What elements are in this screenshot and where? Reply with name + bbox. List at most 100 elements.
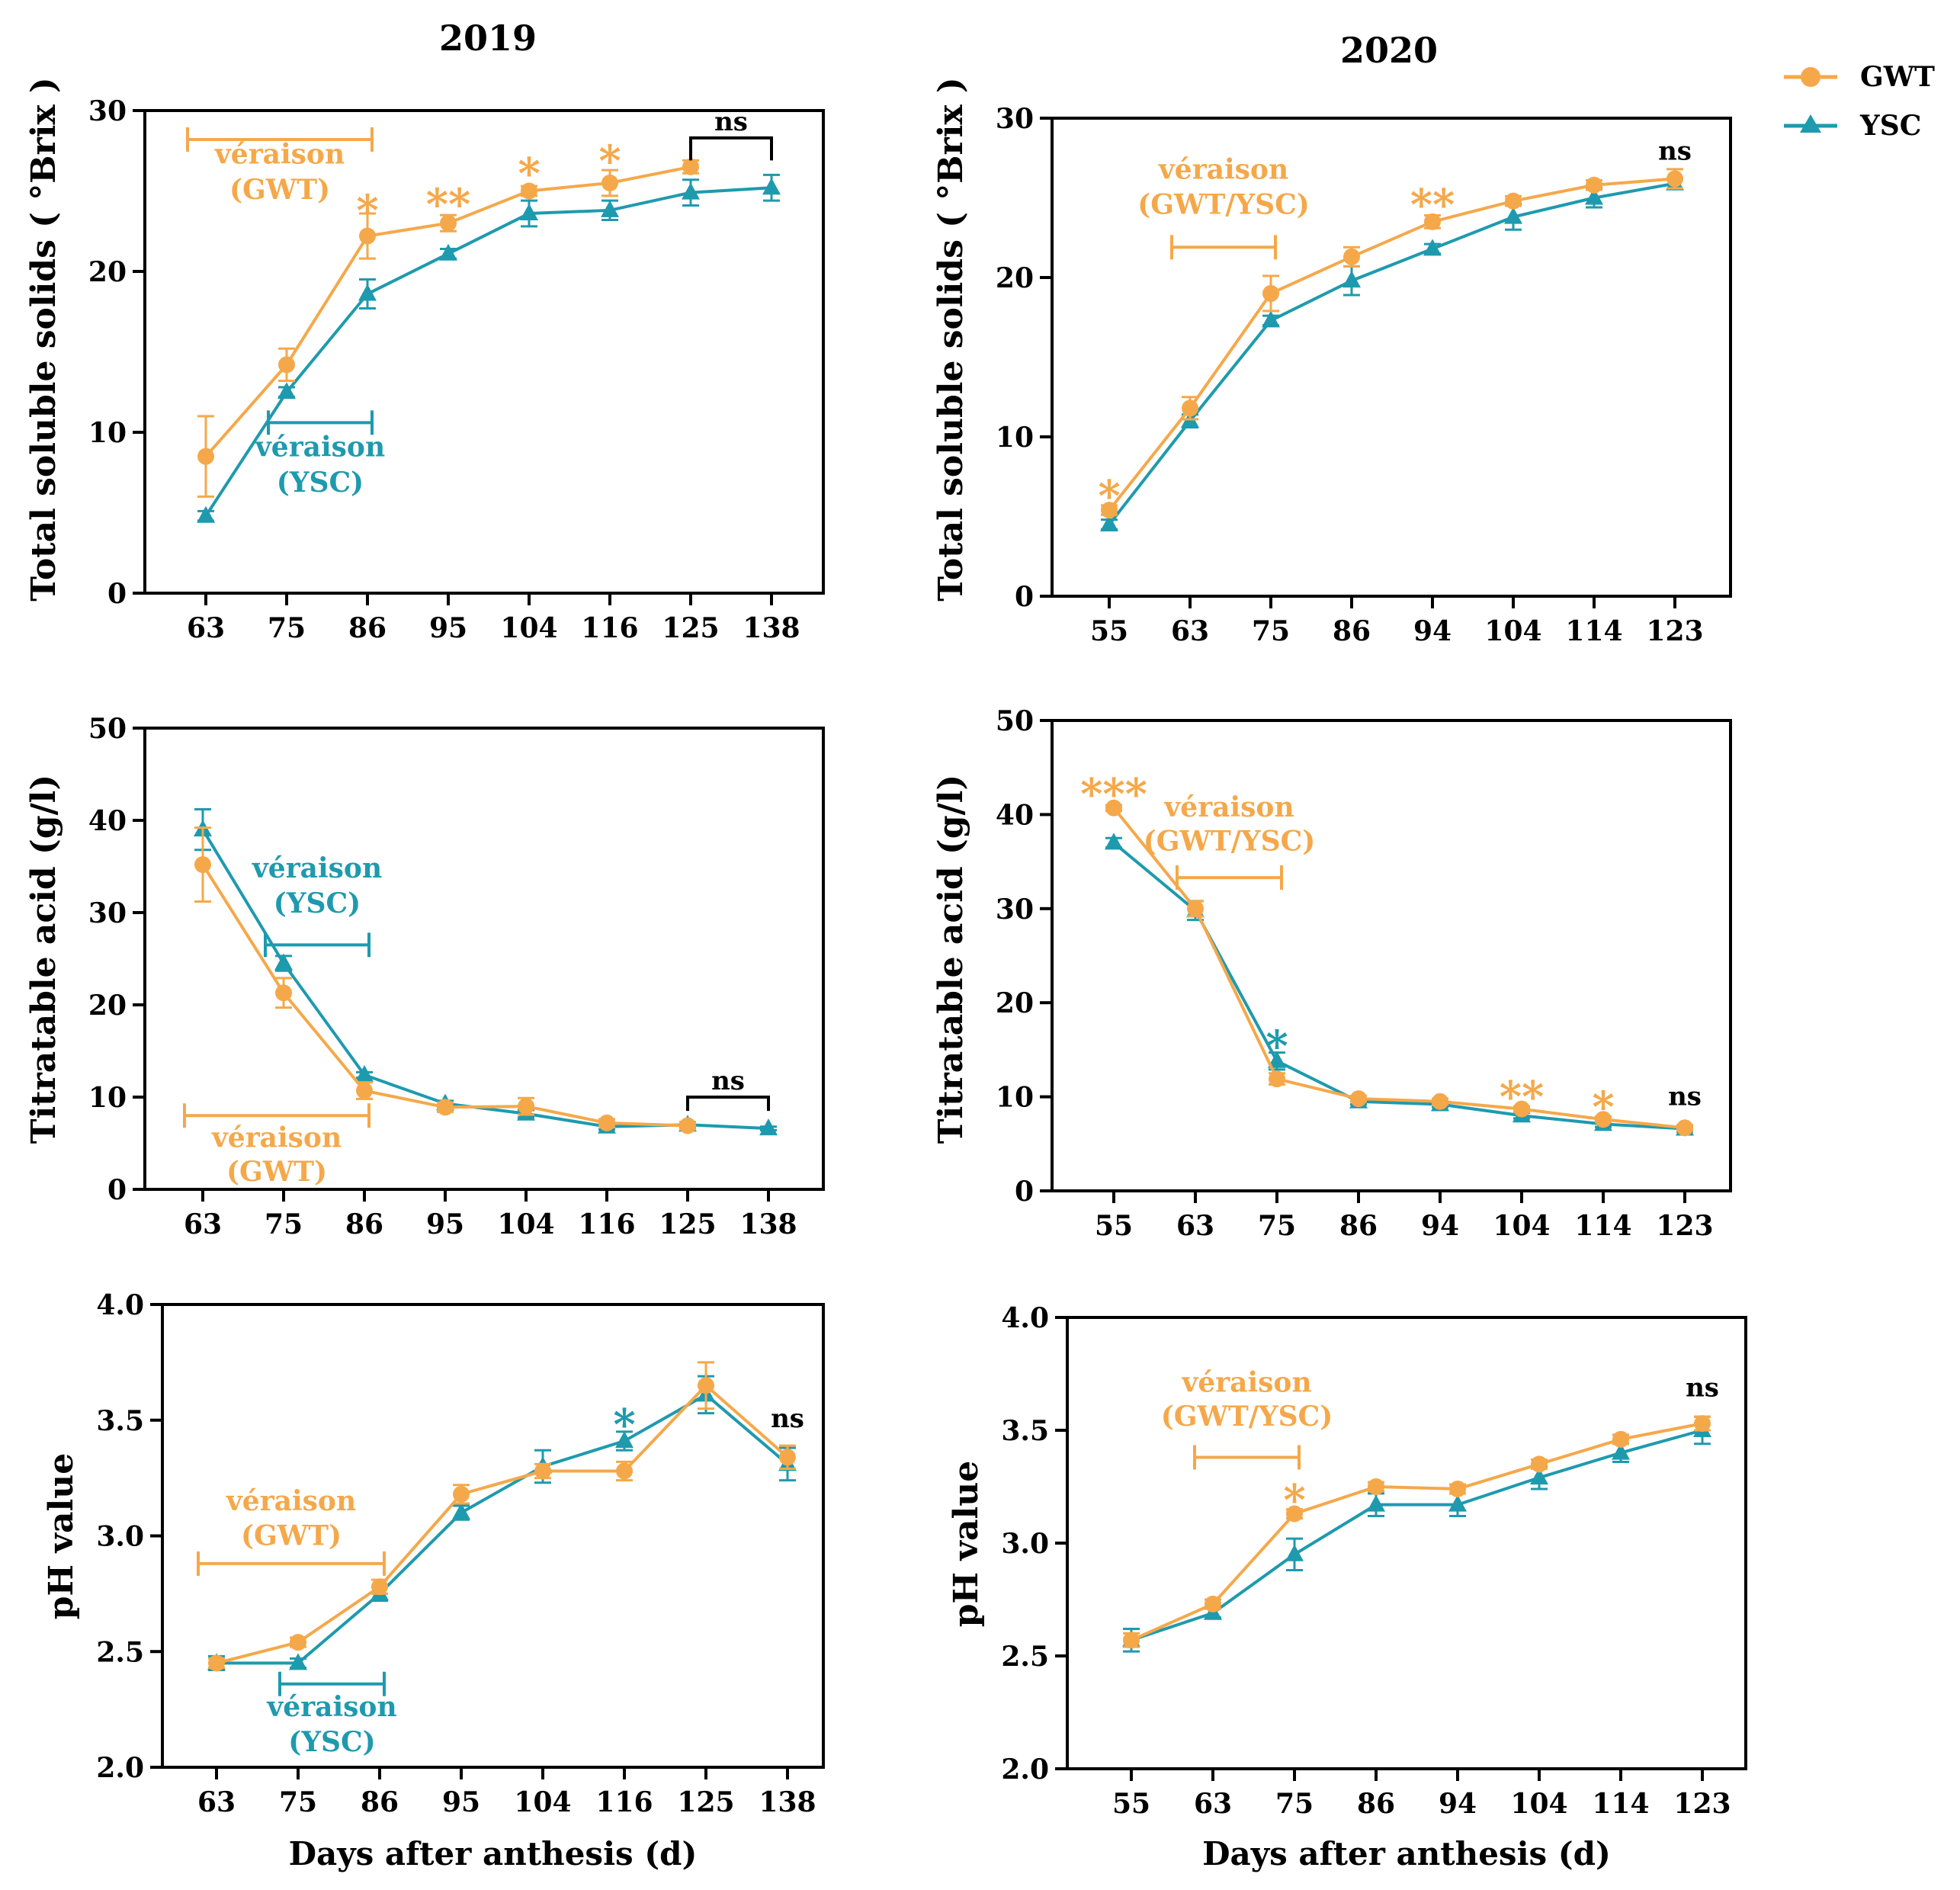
plot-frame [1051, 117, 1732, 598]
data-point-gwt [1368, 1478, 1384, 1495]
data-point-gwt [1513, 1100, 1530, 1118]
data-point-gwt [1205, 1595, 1221, 1612]
y-tick-label: 2.0 [1001, 1754, 1049, 1786]
x-tick-label: 123 [1673, 1788, 1731, 1820]
veraison-label: (YSC) [274, 887, 361, 919]
series-line-gwt [1108, 177, 1676, 512]
veraison-label: (GWT/YSC) [1137, 188, 1310, 220]
ns-label: ns [714, 107, 748, 137]
plot-frame [143, 727, 825, 1191]
data-point-gwt [1694, 1415, 1711, 1433]
data-point-gwt [682, 158, 699, 175]
x-tick-label: 95 [429, 612, 467, 644]
ns-bracket [686, 1096, 770, 1112]
y-tick-label: 10 [996, 1082, 1034, 1114]
y-tick-label: 2.5 [96, 1636, 144, 1668]
y-tick-label: 20 [996, 262, 1034, 294]
veraison-label: (YSC) [288, 1726, 375, 1758]
data-point-gwt [440, 214, 457, 232]
x-tick-label: 86 [1339, 1210, 1378, 1242]
y-tick-label: 20 [996, 987, 1034, 1019]
series-line-ysc [204, 186, 772, 517]
plot-frame [143, 109, 825, 595]
y-tick-label: 50 [88, 713, 127, 745]
x-tick-label: 123 [1656, 1210, 1713, 1242]
y-axis-label: pH value [947, 1461, 986, 1627]
veraison-label: véraison [255, 432, 385, 464]
significance-mark: ** [1410, 180, 1455, 230]
x-axis-label: Days after anthesis (d) [289, 1835, 698, 1872]
x-tick-label: 86 [1357, 1788, 1395, 1820]
data-point-ysc [277, 382, 296, 399]
y-axis-label: Titratable acid (g/l) [24, 775, 63, 1144]
data-point-gwt [1531, 1455, 1548, 1473]
data-point-ysc [358, 284, 377, 301]
x-tick-label: 63 [197, 1786, 236, 1818]
significance-mark: * [518, 149, 540, 199]
legend-label-gwt: GWT [1860, 61, 1935, 93]
data-point-gwt [208, 1654, 225, 1672]
y-tick-label: 3.0 [96, 1521, 144, 1553]
panel-tss-2019: 0 10 20 30 63 75 86 95 104 116 125 138 Total soluble… [24, 77, 825, 644]
legend-label-ysc: YSC [1859, 110, 1921, 142]
plot-frame [1066, 1316, 1747, 1770]
data-point-ysc [682, 182, 700, 200]
data-point-gwt [1586, 176, 1602, 194]
x-tick-label: 63 [1194, 1788, 1232, 1820]
data-point-ysc [615, 1431, 634, 1449]
data-point-ysc [759, 1118, 778, 1136]
x-tick-label: 94 [1413, 615, 1452, 647]
panel-tss-2020: 0 10 20 30 55 63 75 86 94 104 114 123 Total soluble … [932, 77, 1732, 647]
series-line-gwt [216, 1383, 789, 1665]
data-point-gwt [1676, 1119, 1693, 1137]
y-tick-label: 0 [107, 578, 127, 610]
data-point-gwt [359, 227, 376, 245]
y-tick-label: 0 [107, 1174, 127, 1206]
x-tick-label: 75 [1275, 1788, 1314, 1820]
ns-label: ns [1658, 136, 1692, 166]
y-tick-label: 10 [996, 422, 1034, 454]
ns-label: ns [771, 1404, 804, 1434]
data-point-gwt [1262, 284, 1279, 302]
column-title-2019: 2019 [439, 18, 537, 59]
x-tick-label: 55 [1112, 1788, 1150, 1820]
significance-mark: ** [426, 179, 471, 229]
x-tick-label: 63 [187, 612, 225, 644]
data-point-gwt [1123, 1632, 1140, 1649]
data-point-gwt [1286, 1505, 1303, 1523]
veraison-label: (GWT) [229, 174, 330, 206]
data-point-gwt [437, 1099, 454, 1116]
data-point-ysc [1105, 833, 1123, 850]
x-tick-label: 104 [497, 1208, 554, 1240]
x-tick-label: 94 [1421, 1210, 1459, 1242]
data-point-gwt [1505, 192, 1522, 210]
x-tick-label: 116 [578, 1208, 635, 1240]
y-axis-label: Total soluble solids ( °Brix ) [932, 77, 970, 602]
data-point-gwt [453, 1485, 470, 1503]
data-point-ysc [439, 243, 457, 261]
data-point-ysc [601, 200, 619, 217]
data-point-gwt [278, 356, 295, 374]
significance-mark: * [1283, 1475, 1305, 1526]
data-point-gwt [194, 856, 211, 874]
y-tick-label: 30 [88, 95, 127, 127]
y-tick-label: 0 [1015, 1176, 1034, 1208]
data-point-ysc [355, 1064, 374, 1082]
data-point-gwt [1105, 799, 1122, 817]
y-tick-label: 2.5 [1001, 1641, 1049, 1673]
x-tick-label: 75 [1252, 615, 1290, 647]
veraison-label: véraison [1181, 1367, 1311, 1399]
data-point-ysc [1100, 514, 1118, 531]
data-point-gwt [1424, 213, 1441, 230]
y-tick-label: 30 [996, 103, 1034, 135]
y-tick-label: 30 [996, 894, 1034, 926]
data-point-gwt [1612, 1430, 1629, 1448]
veraison-label: (GWT) [241, 1520, 342, 1552]
x-tick-label: 86 [361, 1786, 399, 1818]
x-tick-label: 63 [184, 1208, 222, 1240]
x-axis-label: Days after anthesis (d) [1202, 1835, 1611, 1872]
y-tick-label: 30 [88, 897, 127, 929]
x-tick-label: 95 [442, 1786, 480, 1818]
data-point-ysc [1423, 239, 1442, 256]
